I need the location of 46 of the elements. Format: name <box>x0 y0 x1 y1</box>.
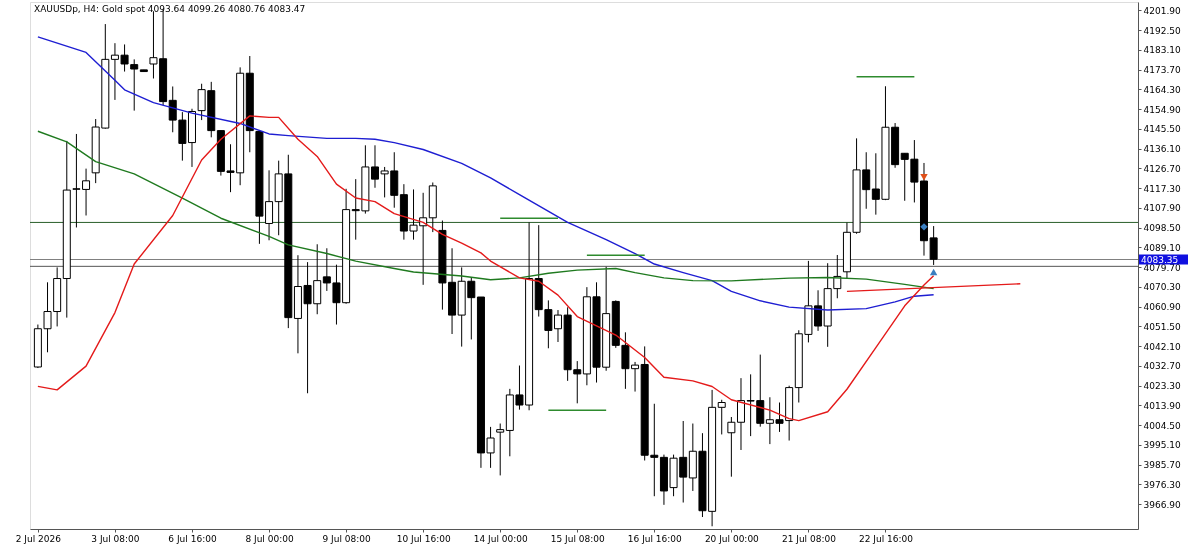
point <box>920 174 928 181</box>
y-tick-label: 4089.10 <box>1143 242 1181 253</box>
x-tick-label: 9 Jul 08:00 <box>322 533 371 544</box>
x-tick-label: 10 Jul 16:00 <box>396 533 451 544</box>
y-tick-label: 4023.30 <box>1143 381 1181 392</box>
y-tick-label: 4070.30 <box>1143 282 1181 293</box>
x-tick-label: 14 Jul 00:00 <box>473 533 528 544</box>
y-tick-label: 4004.50 <box>1143 420 1181 431</box>
y-tick-label: 4051.50 <box>1143 321 1181 332</box>
y-tick-label: 3976.30 <box>1143 479 1181 490</box>
x-tick-label: 8 Jul 00:00 <box>245 533 294 544</box>
y-tick-label: 4079.70 <box>1143 262 1181 273</box>
y-tick-label: 3985.70 <box>1143 460 1181 471</box>
chart-title: XAUUSDp, H4: Gold spot 4093.64 4099.26 4080.76 4083.47 <box>34 4 306 14</box>
ref-line-label: 4083.35 <box>1141 254 1179 265</box>
point <box>929 268 938 276</box>
y-tick-label: 4192.50 <box>1143 25 1181 36</box>
y-tick-label: 4060.90 <box>1143 302 1181 313</box>
y-tick-label: 4173.70 <box>1143 65 1181 76</box>
y-tick-label: 4042.10 <box>1143 341 1181 352</box>
line-series <box>37 36 935 311</box>
y-tick-label: 4032.70 <box>1143 361 1181 372</box>
candlestick <box>717 399 726 435</box>
y-tick-label: 4145.50 <box>1143 124 1181 135</box>
x-tick-label: 22 Jul 16:00 <box>858 533 914 544</box>
x-tick-label: 21 Jul 08:00 <box>781 533 837 544</box>
candlestick <box>496 423 505 476</box>
x-tick-label: 6 Jul 16:00 <box>168 533 217 544</box>
y-tick-label: 3966.90 <box>1143 499 1181 510</box>
y-tick-label: 4154.90 <box>1143 104 1181 115</box>
y-tick-label: 4201.90 <box>1143 5 1181 16</box>
x-tick-label: 3 Jul 08:00 <box>91 533 140 544</box>
y-tick-label: 4183.10 <box>1143 45 1181 56</box>
y-tick-label: 4117.30 <box>1143 183 1181 194</box>
line-series <box>37 130 935 290</box>
y-tick-label: 4098.50 <box>1143 223 1181 234</box>
x-tick-label: 20 Jul 00:00 <box>704 533 760 544</box>
x-tick-label: 16 Jul 16:00 <box>627 533 683 544</box>
y-tick-label: 4164.30 <box>1143 84 1181 95</box>
y-tick-label: 4013.90 <box>1143 400 1181 411</box>
y-tick-label: 4136.10 <box>1143 144 1181 155</box>
y-tick-label: 4107.90 <box>1143 203 1181 214</box>
y-tick-label: 3995.10 <box>1143 440 1181 451</box>
y-tick-label: 4126.70 <box>1143 163 1181 174</box>
x-tick-label: 15 Jul 08:00 <box>550 533 606 544</box>
x-tick-label: 2 Jul 2026 <box>15 533 62 544</box>
